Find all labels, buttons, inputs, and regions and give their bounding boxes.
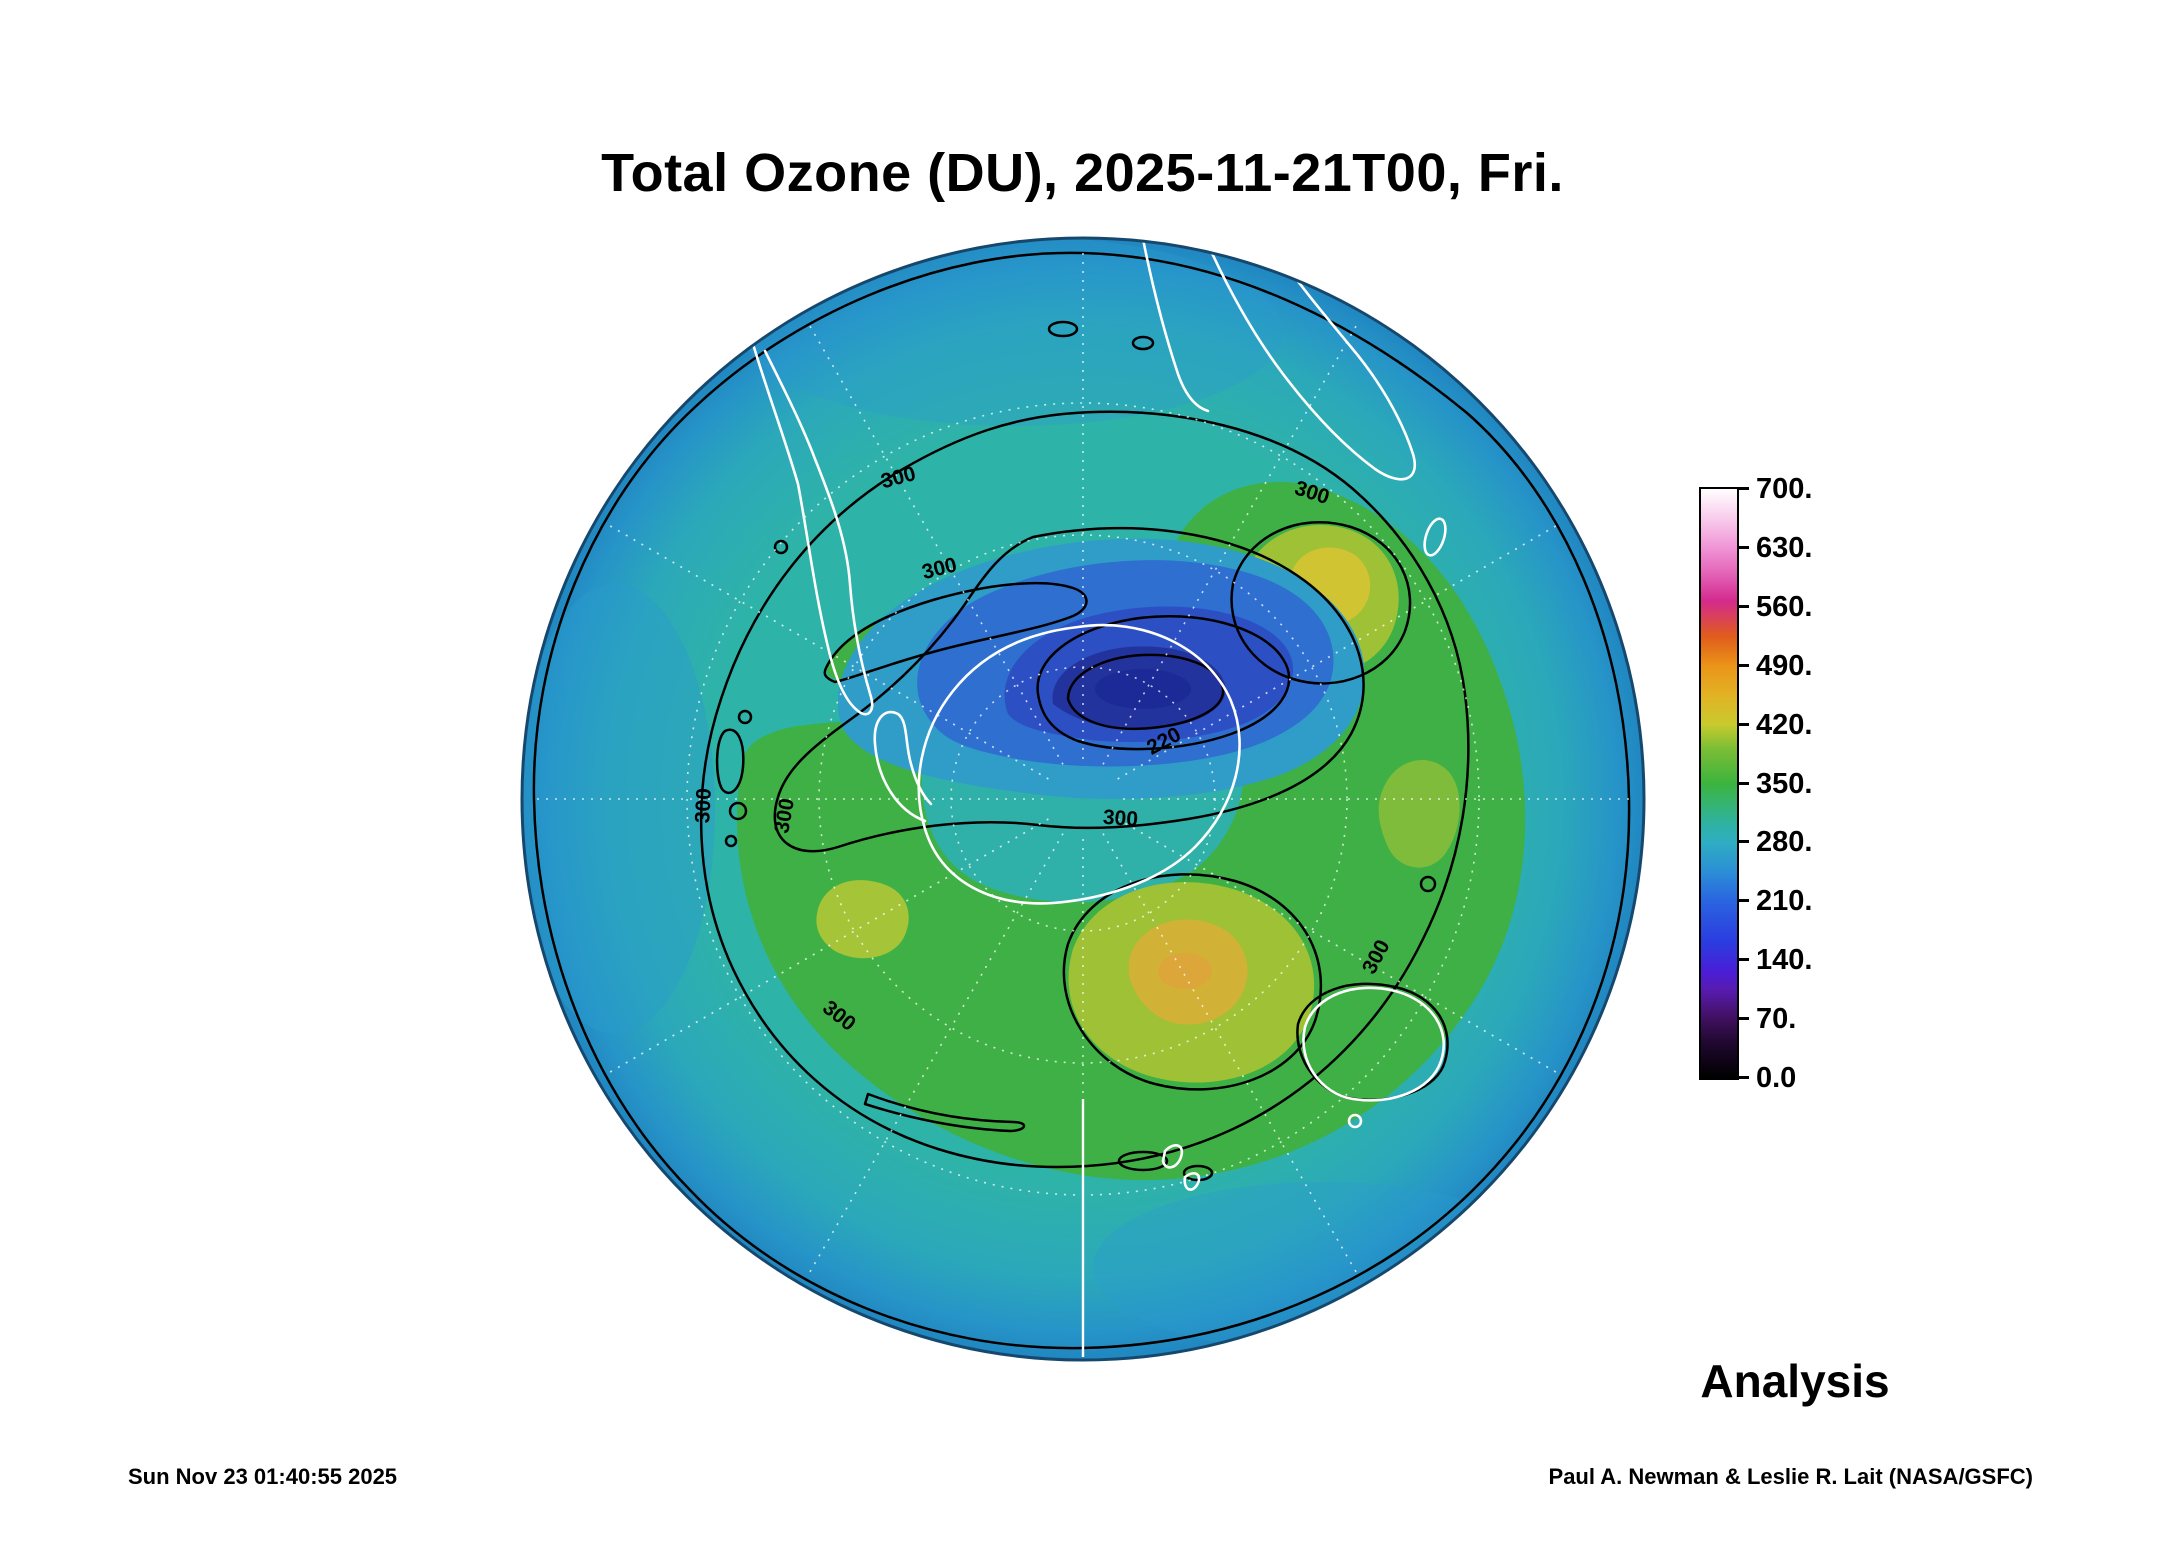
contour-label: 300 [691, 788, 716, 824]
colorbar-tick-label: 0.0 [1736, 1062, 1797, 1094]
south-america-coastline [751, 342, 874, 716]
contour-350-upper-right [1230, 521, 1412, 685]
colorbar-tick-label: 350. [1736, 767, 1813, 800]
antarctica-coastline [917, 623, 1241, 905]
analysis-label: Analysis [1700, 1355, 1890, 1407]
contour-core [1066, 653, 1225, 730]
colorbar-tick-labels: 700. 630. 560. 490. 420. 350. 280. 210. 140. 70. 0… [1736, 474, 1896, 1093]
colorbar-tick-label: 210. [1736, 885, 1813, 918]
colorbar-tick-label: 700. [1736, 473, 1813, 505]
coastlines [751, 238, 1447, 1191]
colorbar-tick-label: 490. [1736, 649, 1813, 682]
colorbar-tick-label: 280. [1736, 826, 1813, 859]
plot-timestamp: Sun Nov 23 01:40:55 2025 [128, 1464, 398, 1489]
antarctic-peninsula-coastline [873, 710, 933, 823]
africa-coastline [1209, 249, 1416, 481]
colorbar-tick-label: 420. [1736, 708, 1813, 741]
tasmania-coastline [1347, 1113, 1363, 1129]
colorbar-tick-label: 630. [1736, 531, 1813, 564]
rim-blue-patches [522, 238, 1553, 1352]
contour-300-outer [699, 410, 1470, 1169]
contour-350-lower [1062, 873, 1323, 1091]
colorbar-tick-label: 70. [1736, 1003, 1797, 1036]
colorbar-tick-label: 560. [1736, 590, 1813, 623]
globe-limb [520, 236, 1646, 1362]
globe: 300 300 300 300 300 300 220 300 300 [522, 238, 1644, 1360]
new-zealand-north-coastline [1161, 1144, 1184, 1169]
contour-300-tongue [823, 581, 1088, 684]
atlantic-coast-segment [1141, 238, 1210, 413]
colorbar [1699, 487, 1739, 1080]
contour-300-polar [773, 526, 1365, 853]
colorbar-tick-label: 140. [1736, 944, 1813, 977]
contour-lines [532, 251, 1631, 1350]
contour-label: 300 [1102, 806, 1139, 831]
chart-title: Total Ozone (DU), 2025-11-21T00, Fri. [601, 143, 1564, 203]
credit-text: Paul A. Newman & Leslie R. Lait (NASA/GS… [1548, 1464, 2033, 1489]
new-zealand-south-coastline [1183, 1172, 1201, 1191]
australia-coastline [1302, 986, 1446, 1102]
madagascar-coastline [1423, 517, 1447, 557]
